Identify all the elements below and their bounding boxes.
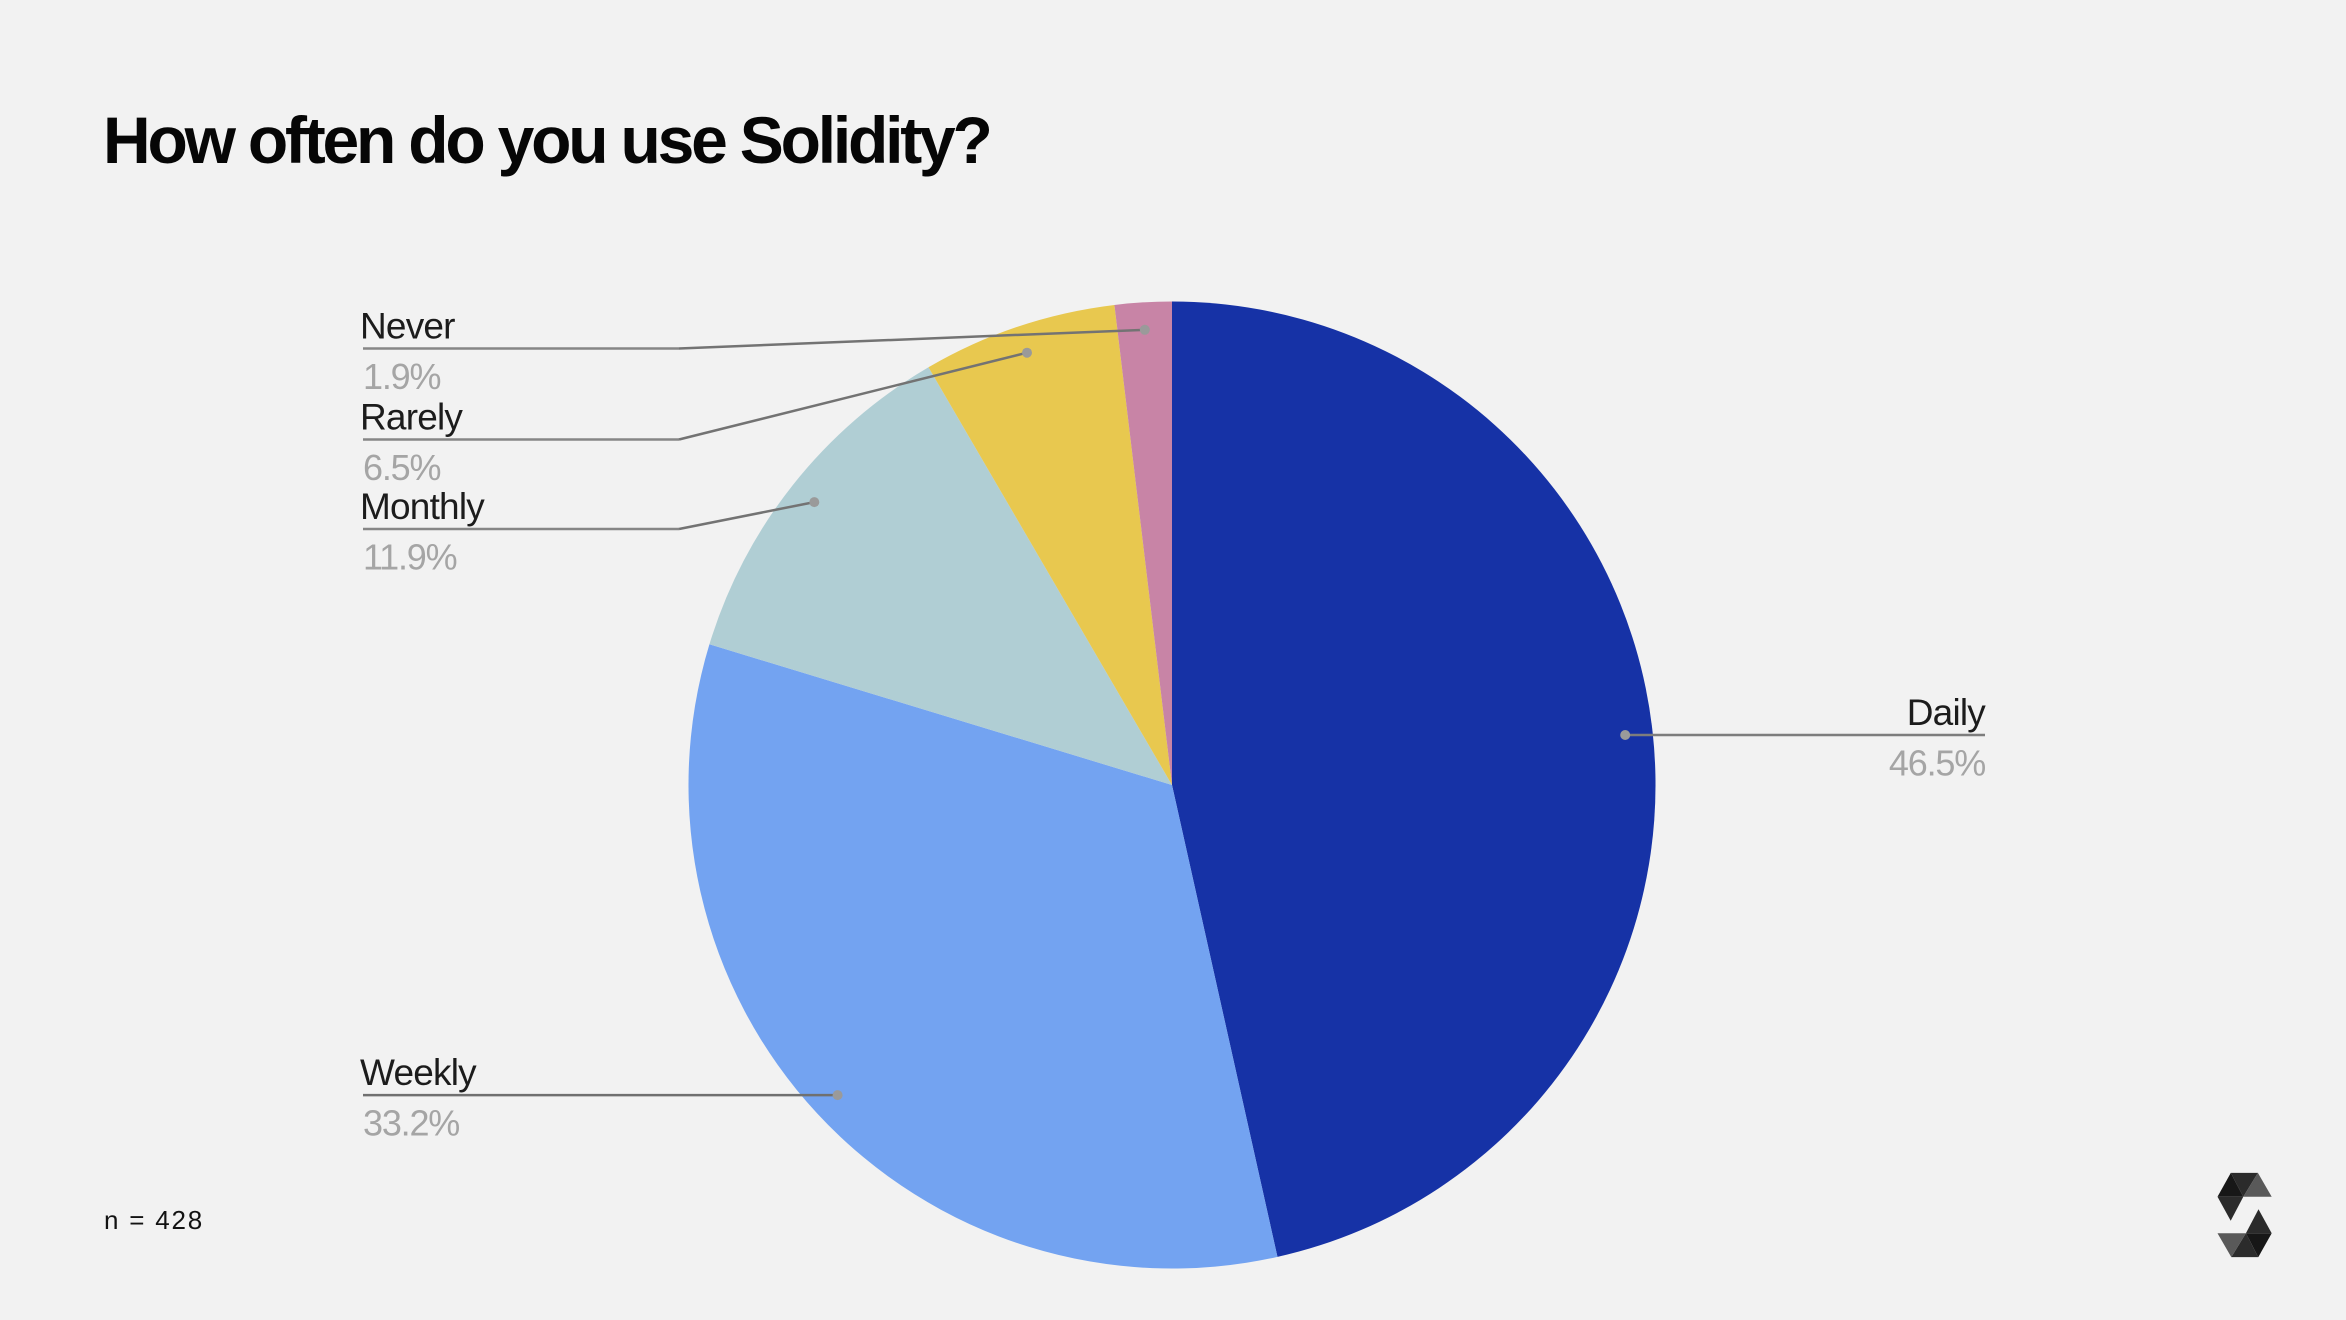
- svg-text:How often do you use Solidity?: How often do you use Solidity?: [103, 103, 990, 177]
- svg-text:Monthly: Monthly: [360, 486, 485, 527]
- svg-text:11.9%: 11.9%: [363, 537, 457, 578]
- svg-text:Daily: Daily: [1907, 692, 1987, 733]
- svg-text:Rarely: Rarely: [360, 397, 463, 438]
- svg-text:33.2%: 33.2%: [363, 1103, 459, 1144]
- svg-text:46.5%: 46.5%: [1889, 743, 1985, 784]
- svg-text:Never: Never: [360, 306, 455, 347]
- svg-text:Weekly: Weekly: [360, 1052, 477, 1093]
- svg-text:1.9%: 1.9%: [363, 356, 440, 397]
- svg-text:n = 428: n = 428: [104, 1205, 204, 1235]
- svg-text:6.5%: 6.5%: [363, 447, 440, 488]
